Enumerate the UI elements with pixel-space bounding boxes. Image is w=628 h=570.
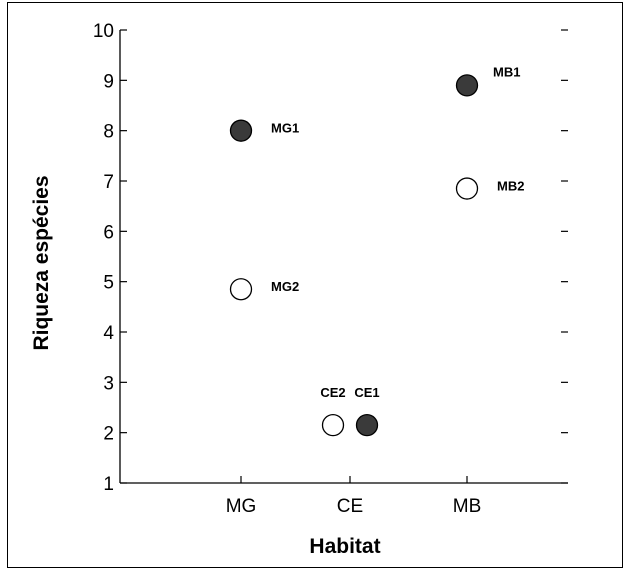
axes: [119, 30, 568, 484]
x-tick-label: CE: [337, 496, 363, 517]
x-axis-title: Habitat: [309, 535, 380, 558]
x-tick-label: MB: [453, 496, 482, 517]
x-tick-label: MG: [226, 496, 257, 517]
x-ticks: MG CE MB: [226, 476, 482, 517]
point-label: MG1: [271, 121, 299, 136]
data-point: [455, 177, 479, 200]
y-tick-label: 3: [103, 373, 114, 394]
y-tick-label: 7: [103, 172, 114, 193]
point-label: CE1: [354, 385, 379, 400]
data-point: [455, 74, 479, 97]
point-label: MB1: [493, 64, 520, 79]
point-labels: MG1 MG2 CE2 CE1 MB1 MB2: [271, 64, 524, 400]
data-point: [355, 413, 379, 437]
y-tick-label: 1: [103, 474, 114, 495]
y-tick-label: 2: [103, 424, 114, 445]
figure-frame: [7, 2, 623, 568]
data-point: [229, 278, 253, 301]
y-ticks: 1 2 3 4 5 6 7 8 9 10: [93, 21, 568, 495]
y-tick-label: 8: [103, 122, 114, 143]
point-label: MB2: [497, 179, 524, 194]
y-tick-label: 9: [103, 71, 114, 92]
y-tick-label: 4: [103, 323, 114, 344]
point-label: MG2: [271, 279, 299, 294]
y-tick-label: 10: [93, 21, 114, 42]
y-tick-label: 6: [103, 222, 114, 243]
point-label: CE2: [320, 385, 345, 400]
y-axis-title: Riqueza espécies: [30, 175, 53, 350]
y-tick-label: 5: [103, 273, 114, 294]
data-points: [229, 74, 479, 437]
data-point: [321, 413, 345, 437]
data-point: [229, 119, 253, 142]
